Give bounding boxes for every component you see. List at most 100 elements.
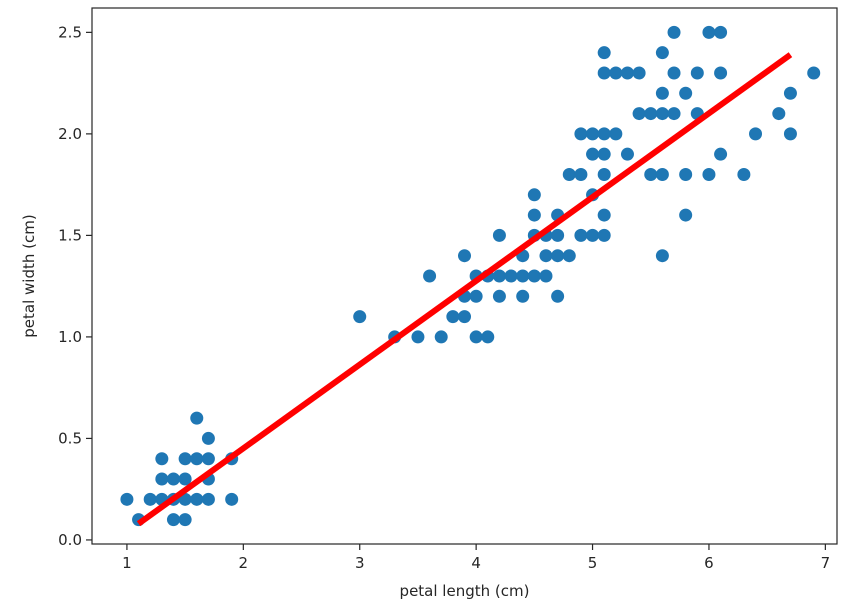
y-tick-label: 2.0 [58,125,82,143]
data-point [586,127,600,141]
plot-frame [91,7,838,545]
y-axis-ticks: 0.0 0.5 1.0 1.5 2.0 2.5 [58,23,92,549]
data-point [586,228,600,242]
data-point [655,46,669,60]
data-point [655,86,669,100]
data-point [446,310,460,324]
fit-line-layer [136,52,793,527]
data-point [609,66,623,80]
data-point [772,107,786,121]
data-point [492,228,506,242]
data-point [597,46,611,60]
y-tick-label: 2.5 [58,23,82,41]
data-point [178,452,192,466]
x-axis-label: petal length (cm) [400,582,530,600]
data-point [155,452,169,466]
data-point [679,208,693,222]
y-tick-label: 1.5 [58,226,82,244]
data-point [562,167,576,181]
y-tick-label: 0.5 [58,429,82,447]
data-point [714,66,728,80]
data-point [667,107,681,121]
data-point [737,167,751,181]
data-point [527,208,541,222]
data-point [190,452,204,466]
data-point [353,310,367,324]
data-point [201,492,215,506]
x-tick-label: 7 [821,554,831,572]
data-point [597,147,611,161]
data-point [783,127,797,141]
data-point [679,86,693,100]
x-axis-ticks: 1 2 3 4 5 6 7 [122,544,830,572]
data-point [679,167,693,181]
data-point [632,107,646,121]
data-point [714,147,728,161]
data-point [574,167,588,181]
data-point [632,66,646,80]
data-point [190,411,204,425]
data-point [527,188,541,202]
data-point [539,249,553,263]
x-tick-label: 3 [355,554,365,572]
data-point [492,269,506,283]
scatter-points [120,25,821,527]
data-point [702,25,716,39]
data-point [655,167,669,181]
data-point [551,228,565,242]
data-point [702,167,716,181]
x-tick-label: 1 [122,554,132,572]
data-point [574,228,588,242]
x-tick-label: 4 [471,554,481,572]
data-point [469,289,483,303]
data-point [667,25,681,39]
data-point [516,269,530,283]
data-point [201,431,215,445]
data-point [597,167,611,181]
data-point [166,472,180,486]
y-tick-label: 1.0 [58,328,82,346]
data-point [492,289,506,303]
data-point [597,208,611,222]
data-point [807,66,821,80]
y-tick-label: 0.0 [58,531,82,549]
data-point [644,167,658,181]
y-axis-label: petal width (cm) [20,214,38,337]
data-point [609,127,623,141]
fit-line [136,52,793,527]
data-point [155,472,169,486]
data-point [143,492,157,506]
data-point [574,127,588,141]
data-point [620,147,634,161]
data-point [434,330,448,344]
data-point [714,25,728,39]
data-point [539,269,553,283]
data-point [551,289,565,303]
data-point [166,513,180,527]
data-point [504,269,518,283]
data-point [749,127,763,141]
data-point [469,330,483,344]
data-point [516,289,530,303]
x-tick-label: 2 [239,554,249,572]
data-point [120,492,134,506]
data-point [783,86,797,100]
data-point [562,249,576,263]
data-point [597,127,611,141]
x-tick-label: 6 [704,554,714,572]
data-point [551,249,565,263]
data-point [178,472,192,486]
data-point [458,249,471,263]
data-point [225,492,239,506]
data-point [458,310,471,324]
x-tick-label: 5 [588,554,598,572]
data-point [644,107,658,121]
data-point [411,330,425,344]
data-point [423,269,437,283]
data-point [667,66,681,80]
data-point [201,452,215,466]
data-point [597,66,611,80]
data-point [178,513,192,527]
data-point [481,330,495,344]
